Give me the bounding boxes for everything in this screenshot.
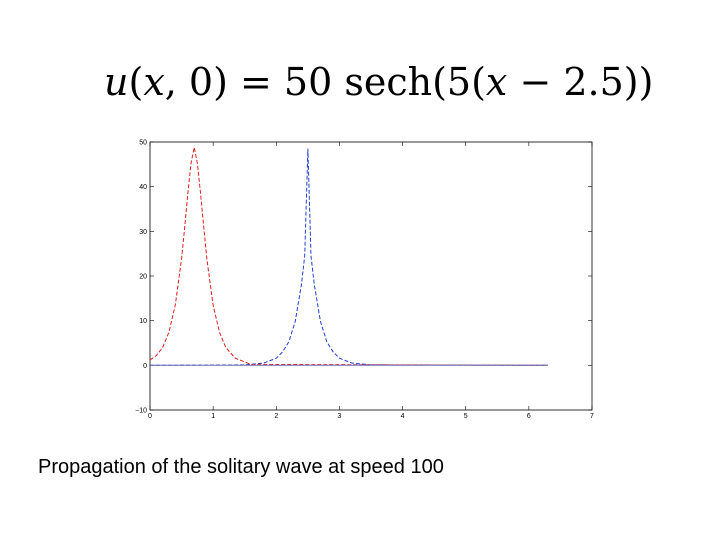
y-tick-label: 20 [139,274,147,281]
x-tick-label: 5 [464,413,468,420]
x-tick-label: 1 [211,413,215,420]
y-tick-label: 10 [139,318,147,325]
propagated-wave-series [149,147,548,366]
x-tick-label: 3 [337,413,341,420]
x-tick-label: 0 [148,413,152,420]
series-group [149,147,548,366]
equation-rhs-rest: − 2.5)) [507,60,654,104]
x-tick-label: 7 [590,413,594,420]
equation-title: u(x, 0) = 50 sech(5(x − 2.5)) [104,52,653,112]
y-tick-label: 0 [143,363,147,370]
y-tick-label: −10 [135,408,147,415]
y-tick-label: 40 [139,184,147,191]
x-tick-label: 6 [527,413,531,420]
x-tick-label: 2 [274,413,278,420]
caption: Propagation of the solitary wave at spee… [38,456,444,478]
equation-lhs-variable: x [143,60,165,104]
x-tick-label: 4 [401,413,405,420]
equation-lhs-function: u [104,60,129,104]
initial-wave-series [149,148,548,366]
y-tick-label: 50 [139,140,147,147]
plot-frame [149,141,593,411]
equation-lhs-rest: , 0) = 50 sech(5( [164,60,486,104]
y-tick-label: 30 [139,229,147,236]
equation-rhs-variable: x [485,60,508,104]
equation-lhs-open: ( [128,60,144,104]
